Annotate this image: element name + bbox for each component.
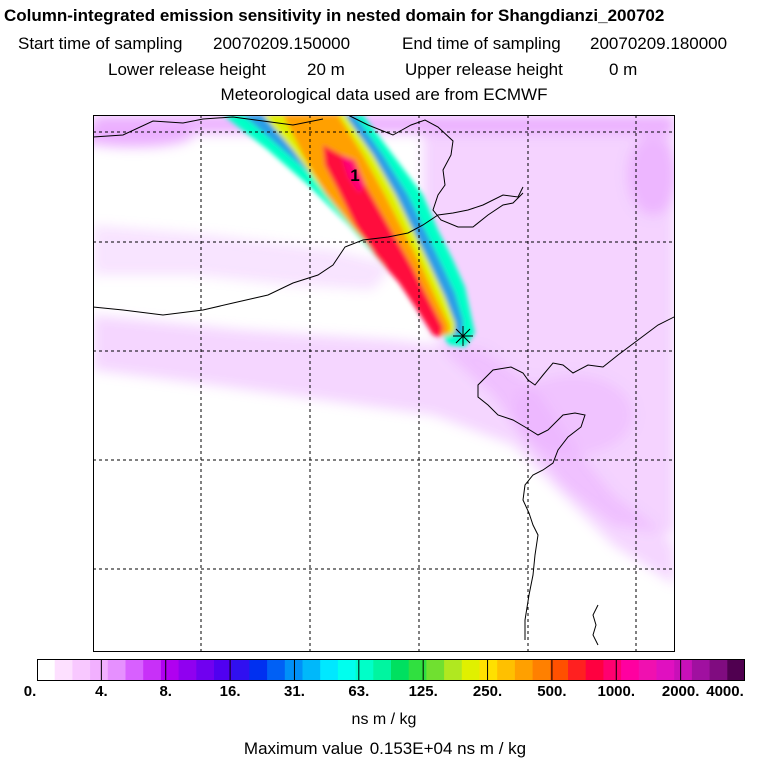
plume-red-core bbox=[323, 145, 443, 337]
colorbar-tick-label: 0. bbox=[23, 683, 37, 700]
colorbar-cell bbox=[638, 659, 658, 681]
colorbar-cell bbox=[214, 659, 233, 681]
colorbar-cell bbox=[249, 659, 268, 681]
colorbar-cell bbox=[674, 659, 693, 681]
colorbar-cell bbox=[426, 659, 445, 681]
colorbar-cell bbox=[514, 659, 534, 681]
lat-lon-grid bbox=[93, 115, 675, 652]
colorbar-cell bbox=[391, 659, 410, 681]
colorbar-cell bbox=[373, 659, 392, 681]
colorbar-cell bbox=[72, 659, 91, 681]
colorbar-cell bbox=[143, 659, 162, 681]
colorbar-cells bbox=[37, 659, 745, 681]
field-central-band bbox=[93, 315, 675, 585]
lower-height-value: 20 m bbox=[307, 60, 345, 79]
start-time-value: 20070209.150000 bbox=[213, 34, 351, 53]
colorbar-cell bbox=[656, 659, 675, 681]
colorbar-tick-label: 31. bbox=[284, 683, 305, 700]
colorbar-tick-label: 8. bbox=[159, 683, 172, 700]
colorbar-cell bbox=[320, 659, 339, 681]
colorbar-cell bbox=[267, 659, 286, 681]
colorbar-tick-label: 250. bbox=[472, 683, 503, 700]
colorbar-cell bbox=[107, 659, 127, 681]
colorbar-cell bbox=[178, 659, 197, 681]
colorbar-cell bbox=[125, 659, 144, 681]
coastline-north bbox=[93, 116, 324, 138]
coastlines bbox=[93, 115, 675, 646]
colorbar-cell bbox=[37, 659, 56, 681]
colorbar-cell bbox=[585, 659, 604, 681]
colorbar-cell bbox=[90, 659, 109, 681]
colorbar-cell bbox=[603, 659, 622, 681]
receptor-marker bbox=[453, 326, 473, 346]
colorbar bbox=[37, 659, 745, 681]
colorbar-cell bbox=[568, 659, 587, 681]
coastline-bohai-north bbox=[347, 115, 524, 228]
colorbar-cell bbox=[54, 659, 73, 681]
colorbar-cell bbox=[621, 659, 640, 681]
colorbar-cell bbox=[231, 659, 250, 681]
maximum-value: 0.153E+04 ns m / kg bbox=[369, 739, 527, 758]
colorbar-tick-label: 63. bbox=[348, 683, 370, 700]
end-time-value: 20070209.180000 bbox=[590, 34, 728, 53]
colorbar-cell bbox=[160, 659, 180, 681]
field-receptor-halo bbox=[513, 375, 633, 455]
maximum-value-line: Maximum value 0.153E+04 ns m / kg bbox=[0, 739, 768, 759]
colorbar-tick-label: 4. bbox=[95, 683, 108, 700]
colorbar-cell bbox=[444, 659, 463, 681]
plot-title: Column-integrated emission sensitivity i… bbox=[4, 6, 665, 25]
met-source-line: Meteorological data used are from ECMWF bbox=[220, 85, 548, 104]
colorbar-cell bbox=[355, 659, 374, 681]
colorbar-cell bbox=[727, 659, 745, 681]
lower-height-label: Lower release height bbox=[108, 60, 266, 79]
colorbar-tick-label: 2000. bbox=[661, 683, 700, 700]
field-east-patch bbox=[628, 135, 675, 215]
coastline-east bbox=[477, 315, 675, 640]
coastline-island bbox=[592, 604, 599, 646]
sensitivity-field bbox=[93, 115, 675, 585]
colorbar-cell bbox=[408, 659, 427, 681]
colorbar-cell bbox=[691, 659, 711, 681]
colorbar-tick-label: 500. bbox=[537, 683, 567, 700]
colorbar-tick-label: 125. bbox=[408, 683, 438, 700]
colorbar-units: ns m / kg bbox=[351, 711, 417, 728]
colorbar-major-dividers bbox=[100, 659, 682, 681]
maximum-value-label: Maximum value bbox=[243, 739, 363, 758]
upper-height-value: 0 m bbox=[609, 60, 638, 79]
plume-magenta-spot bbox=[341, 155, 365, 193]
colorbar-tick-label: 1000. bbox=[597, 683, 636, 700]
colorbar-frame bbox=[37, 659, 745, 681]
colorbar-tick-label: 16. bbox=[219, 683, 241, 700]
colorbar-cell bbox=[302, 659, 321, 681]
colorbar-cell bbox=[550, 659, 569, 681]
colorbar-cell bbox=[337, 659, 357, 681]
upper-height-label: Upper release height bbox=[405, 60, 563, 79]
colorbar-cell bbox=[532, 659, 551, 681]
colorbar-cell bbox=[479, 659, 498, 681]
border-line-west bbox=[93, 186, 524, 316]
colorbar-cell bbox=[461, 659, 481, 681]
colorbar-tick-label: 4000. bbox=[706, 683, 744, 700]
colorbar-cell bbox=[196, 659, 215, 681]
field-northwest-band bbox=[93, 225, 393, 290]
field-top-left-patch bbox=[93, 123, 193, 147]
end-time-label: End time of sampling bbox=[402, 34, 561, 53]
map-frame bbox=[93, 115, 675, 652]
emission-sensitivity-map: 1 bbox=[93, 115, 675, 652]
colorbar-cell bbox=[497, 659, 516, 681]
colorbar-cell bbox=[709, 659, 728, 681]
plume-label: 1 bbox=[350, 166, 359, 185]
start-time-label: Start time of sampling bbox=[18, 34, 183, 53]
